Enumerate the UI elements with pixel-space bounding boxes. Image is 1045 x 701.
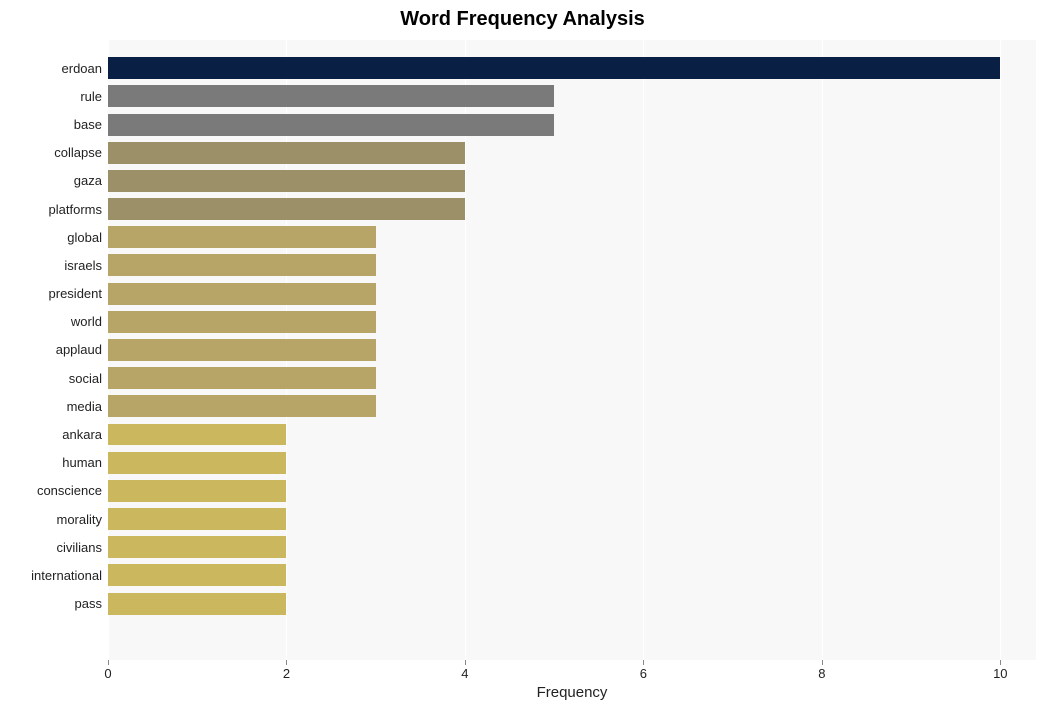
bar [108,536,286,558]
bar-row [108,480,1036,502]
bar-row [108,536,1036,558]
bar-row [108,339,1036,361]
bar [108,508,286,530]
bar [108,593,286,615]
bar-row [108,452,1036,474]
bar [108,254,376,276]
chart-title: Word Frequency Analysis [0,8,1045,31]
bar-row [108,142,1036,164]
y-tick-label: pass [75,596,102,611]
x-tick-mark [286,660,287,665]
bar-row [108,508,1036,530]
y-tick-label: global [67,230,102,245]
x-tick-mark [822,660,823,665]
bar [108,452,286,474]
bar-row [108,311,1036,333]
bar [108,226,376,248]
x-tick-mark [108,660,109,665]
bar [108,367,376,389]
bar [108,57,1000,79]
y-tick-label: platforms [49,202,102,217]
y-tick-label: israels [64,258,102,273]
bar-row [108,593,1036,615]
bar [108,339,376,361]
bar-row [108,114,1036,136]
bar [108,395,376,417]
bar [108,170,465,192]
y-tick-label: media [67,399,102,414]
bar [108,114,554,136]
x-tick-label: 6 [623,666,663,681]
y-tick-label: morality [56,512,102,527]
word-frequency-chart: Word Frequency Analysis Frequency 0 2 4 6 8 1… [0,0,1045,701]
bar-row [108,395,1036,417]
y-tick-label: social [69,371,102,386]
y-tick-label: rule [80,89,102,104]
bar [108,198,465,220]
bar [108,480,286,502]
bar [108,142,465,164]
y-tick-label: president [49,286,102,301]
y-tick-label: human [62,455,102,470]
bar [108,311,376,333]
x-tick-mark [1000,660,1001,665]
bar-row [108,283,1036,305]
y-tick-label: world [71,314,102,329]
x-tick-label: 8 [802,666,842,681]
bar [108,564,286,586]
y-tick-label: applaud [56,342,102,357]
bar-row [108,226,1036,248]
bar-row [108,198,1036,220]
bar [108,283,376,305]
bar [108,424,286,446]
bar-row [108,57,1036,79]
x-tick-label: 0 [88,666,128,681]
y-tick-label: collapse [54,145,102,160]
y-tick-label: gaza [74,173,102,188]
bar-row [108,254,1036,276]
bar-row [108,564,1036,586]
x-tick-mark [643,660,644,665]
y-tick-label: conscience [37,483,102,498]
x-tick-label: 10 [980,666,1020,681]
x-axis-label: Frequency [108,684,1036,701]
bar [108,85,554,107]
bar-row [108,367,1036,389]
x-tick-mark [465,660,466,665]
x-tick-label: 4 [445,666,485,681]
y-tick-label: base [74,117,102,132]
bar-row [108,424,1036,446]
plot-area [108,40,1036,660]
y-tick-label: civilians [56,540,102,555]
y-tick-label: erdoan [62,61,102,76]
bar-row [108,170,1036,192]
bar-row [108,85,1036,107]
y-tick-label: international [31,568,102,583]
x-tick-label: 2 [266,666,306,681]
y-tick-label: ankara [62,427,102,442]
